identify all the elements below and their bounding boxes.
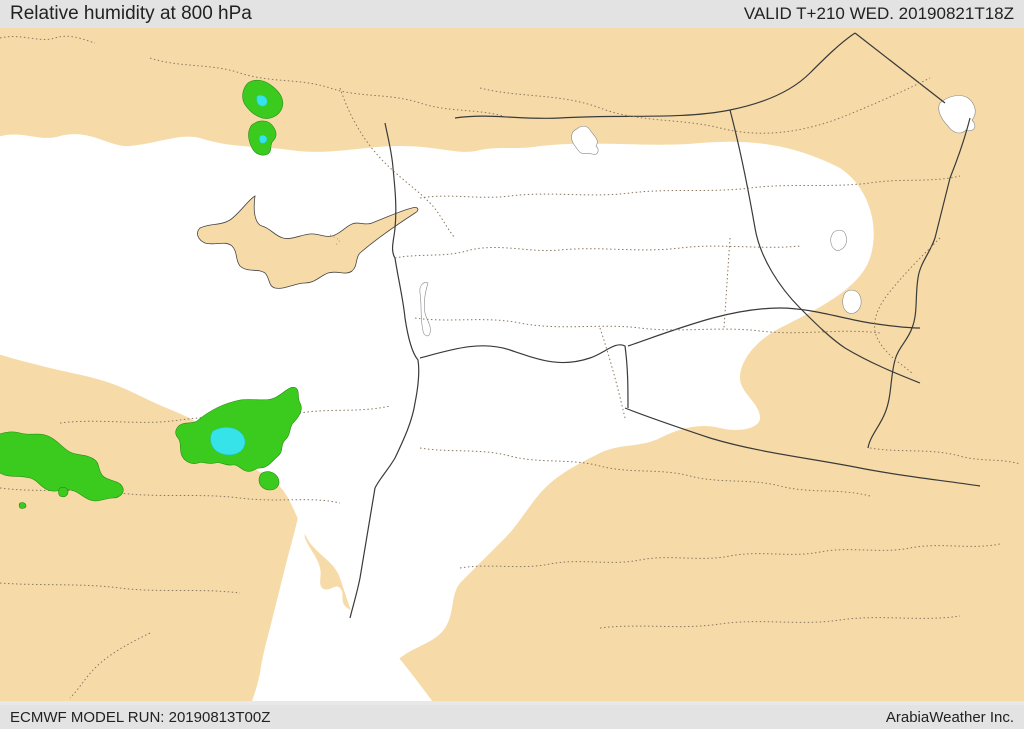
attribution-label: ArabiaWeather Inc.: [886, 709, 1014, 726]
weather-map-window: Relative humidity at 800 hPa VALID T+210…: [0, 0, 1024, 729]
iraq-border-lake-3: [843, 290, 862, 313]
humidity-patch-coast-dash1: [59, 487, 69, 497]
header-bar: Relative humidity at 800 hPa VALID T+210…: [0, 0, 1024, 28]
model-run-label: ECMWF MODEL RUN: 20190813T00Z: [10, 709, 270, 726]
valid-time-label: VALID T+210 WED. 20190821T18Z: [744, 4, 1014, 24]
footer-bar: ECMWF MODEL RUN: 20190813T00Z ArabiaWeat…: [0, 705, 1024, 729]
humidity-patch-tiny-dot: [19, 503, 26, 509]
map-canvas[interactable]: [0, 28, 1024, 701]
humidity-cyan-turkey-2: [259, 135, 267, 143]
map-title: Relative humidity at 800 hPa: [10, 3, 252, 25]
